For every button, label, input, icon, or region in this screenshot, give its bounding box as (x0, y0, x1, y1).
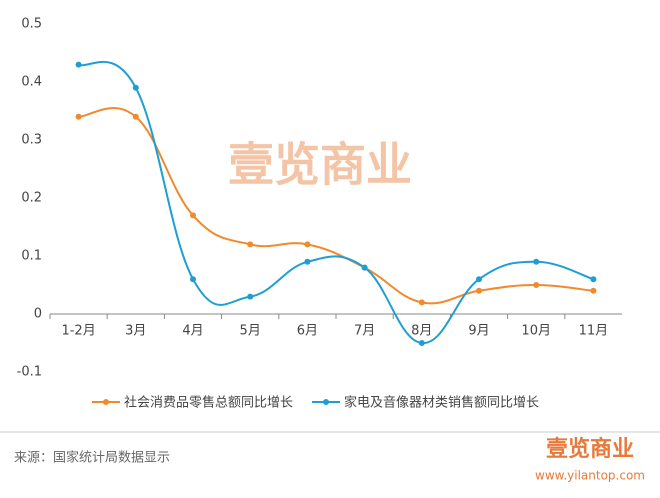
data-point (361, 264, 368, 271)
y-tick-label: 0 (34, 307, 42, 322)
data-point (533, 282, 540, 288)
x-tick-label: 11月 (579, 324, 609, 339)
data-point (75, 61, 82, 68)
data-point (476, 287, 482, 294)
legend-label: 社会消费品零售总额同比增长 (124, 395, 293, 411)
series-line (78, 107, 594, 305)
logo-url: www.yilantop.com (535, 469, 645, 483)
x-tick-label: 8月 (411, 324, 432, 339)
y-tick-label: 0.3 (21, 133, 42, 148)
x-tick-label: 10月 (521, 324, 551, 339)
data-point (75, 113, 82, 120)
y-tick-label: 0.1 (21, 249, 42, 264)
data-point (476, 276, 482, 283)
data-point (590, 276, 597, 283)
x-tick-label: 7月 (354, 324, 375, 339)
legend-label: 家电及音像器材类销售额同比增长 (344, 395, 539, 411)
watermark: 壹览商业 (228, 138, 412, 192)
data-point (247, 293, 254, 300)
y-tick-label: -0.1 (17, 365, 42, 380)
data-point (418, 299, 425, 306)
data-point (304, 241, 311, 248)
data-point (418, 340, 425, 346)
data-point (533, 258, 540, 265)
x-tick-label: 1-2月 (61, 324, 95, 339)
y-tick-label: 0.5 (21, 17, 42, 32)
data-point (132, 84, 139, 91)
data-point (590, 287, 597, 294)
data-point (190, 276, 196, 283)
data-point (190, 212, 196, 219)
source-note: 来源：国家统计局数据显示 (14, 450, 170, 466)
y-tick-label: 0.2 (21, 191, 42, 206)
legend-dot (323, 399, 329, 405)
x-tick-label: 6月 (297, 324, 318, 339)
y-tick-label: 0.4 (21, 75, 42, 90)
data-point (304, 258, 311, 265)
x-tick-label: 4月 (182, 324, 203, 339)
series-line (78, 60, 594, 345)
x-tick-label: 5月 (240, 324, 261, 339)
x-tick-label: 9月 (468, 324, 489, 339)
logo: 壹览商业 (546, 436, 634, 462)
data-point (247, 241, 254, 248)
x-tick-label: 3月 (125, 324, 146, 339)
legend-dot (103, 399, 109, 405)
data-point (132, 113, 139, 120)
